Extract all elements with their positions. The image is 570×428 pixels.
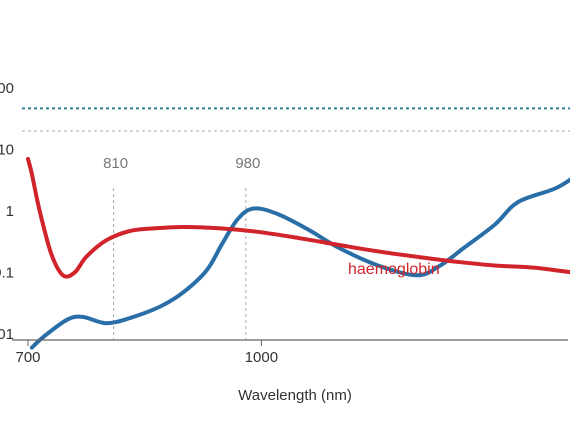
- annotation-810: 810: [103, 155, 128, 172]
- absorption-series-line: [29, 177, 570, 350]
- y-tick-label-0.1: 0.1: [0, 265, 14, 282]
- annotation-labels: 81098014701940: [103, 155, 260, 172]
- haemoglobin-series-line: [26, 157, 570, 279]
- x-axis-title: Wavelength (nm): [238, 387, 352, 404]
- y-tick-label-0.01: 0.01: [0, 326, 14, 343]
- y-axis-ticks: 100 10 1 0.1 0.01: [0, 80, 14, 343]
- x-tick-label-700: 700: [15, 349, 40, 366]
- series-label-1: haemoglobin: [348, 261, 440, 278]
- y-tick-label-100: 100: [0, 80, 14, 97]
- y-tick-label-1: 1: [6, 203, 14, 220]
- y-tick-label-10: 10: [0, 142, 14, 159]
- series-lines: [26, 157, 570, 350]
- x-tick-label-1000: 1000: [245, 349, 278, 366]
- x-axis-ticks: 700100015002000: [15, 340, 278, 366]
- series-labels: haemoglobin: [348, 261, 440, 278]
- annotation-980: 980: [235, 155, 260, 172]
